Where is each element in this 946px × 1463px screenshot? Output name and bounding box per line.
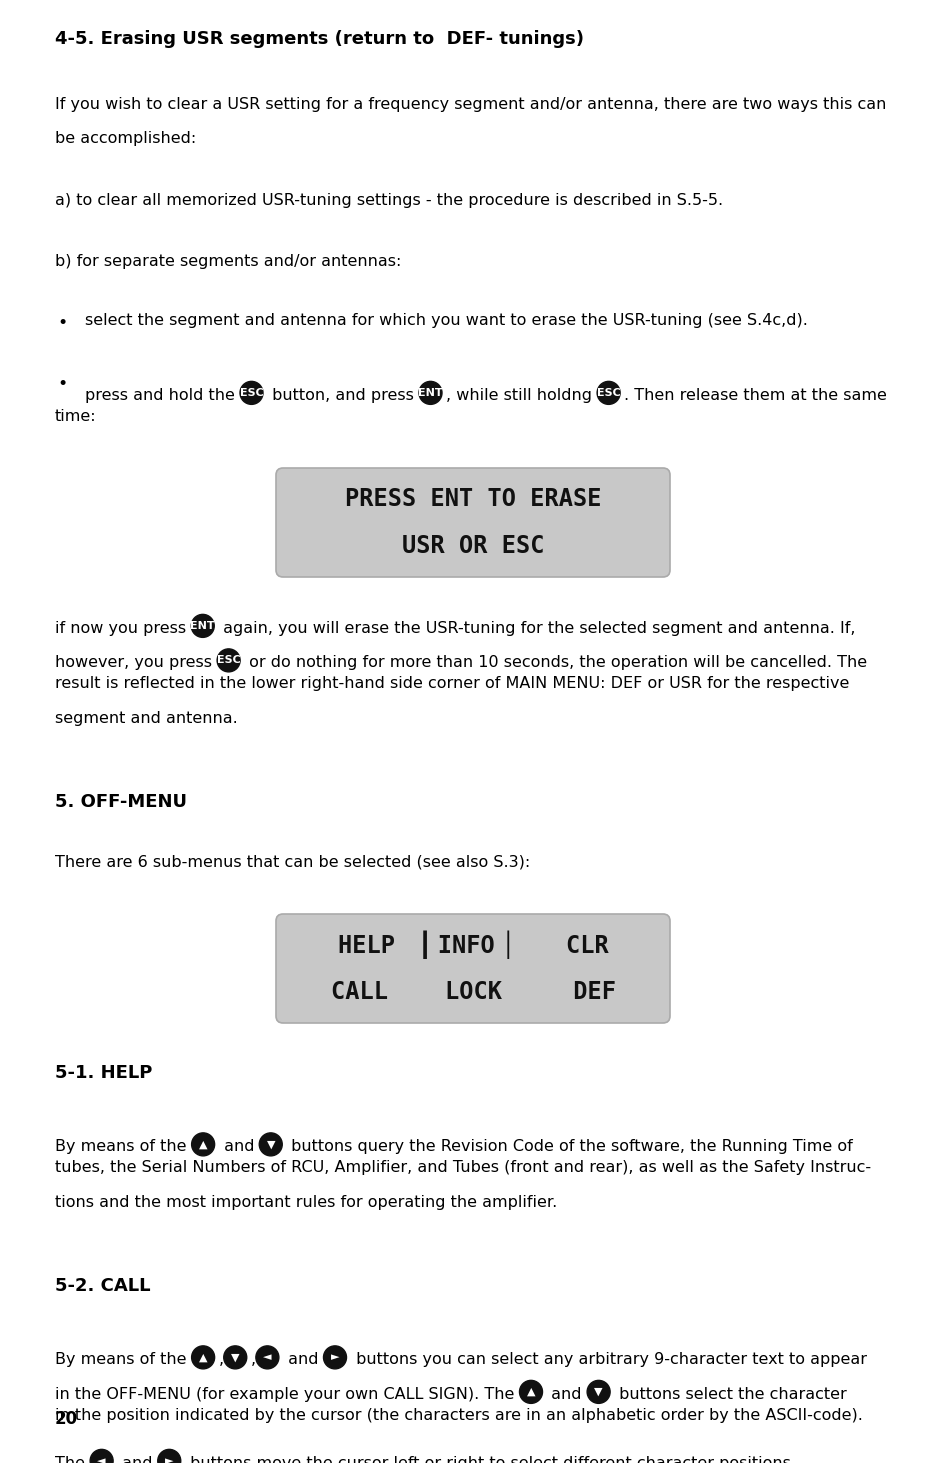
- Text: buttons you can select any arbitrary 9-character text to appear: buttons you can select any arbitrary 9-c…: [351, 1352, 867, 1368]
- Text: result is reflected in the lower right-hand side corner of MAIN MENU: DEF or USR: result is reflected in the lower right-h…: [55, 676, 850, 691]
- Text: buttons move the cursor left or right to select different character positions.: buttons move the cursor left or right to…: [184, 1456, 796, 1463]
- Text: ▼: ▼: [594, 1387, 603, 1397]
- Text: ►: ►: [331, 1352, 340, 1362]
- Text: ▲: ▲: [527, 1387, 535, 1397]
- Circle shape: [224, 1346, 247, 1369]
- Text: ◄: ◄: [97, 1456, 106, 1463]
- Text: CALL    LOCK     DEF: CALL LOCK DEF: [330, 980, 616, 1004]
- Text: ▼: ▼: [267, 1140, 275, 1150]
- Text: tions and the most important rules for operating the amplifier.: tions and the most important rules for o…: [55, 1194, 557, 1210]
- Text: be accomplished:: be accomplished:: [55, 132, 196, 146]
- Text: 4-5. Erasing USR segments (return to  DEF- tunings): 4-5. Erasing USR segments (return to DEF…: [55, 31, 584, 48]
- Text: ▲: ▲: [199, 1352, 207, 1362]
- Circle shape: [192, 1132, 215, 1156]
- Text: . Then release them at the same: . Then release them at the same: [624, 388, 887, 402]
- Text: in the position indicated by the cursor (the characters are in an alphabetic ord: in the position indicated by the cursor …: [55, 1407, 863, 1422]
- Text: ENT: ENT: [190, 620, 215, 631]
- Text: USR OR ESC: USR OR ESC: [402, 534, 544, 559]
- Circle shape: [597, 382, 621, 404]
- Text: in the OFF-MENU (for example your own CALL SIGN). The: in the OFF-MENU (for example your own CA…: [55, 1387, 519, 1402]
- Text: or do nothing for more than 10 seconds, the operation will be cancelled. The: or do nothing for more than 10 seconds, …: [244, 655, 867, 670]
- Circle shape: [158, 1450, 181, 1463]
- Text: ESC: ESC: [597, 388, 621, 398]
- Text: buttons query the Revision Code of the software, the Running Time of: buttons query the Revision Code of the s…: [287, 1140, 853, 1154]
- Text: There are 6 sub-menus that can be selected (see also S.3):: There are 6 sub-menus that can be select…: [55, 854, 531, 869]
- Text: and: and: [547, 1387, 587, 1402]
- Text: a) to clear all memorized USR-tuning settings - the procedure is described in S.: a) to clear all memorized USR-tuning set…: [55, 193, 723, 208]
- Text: ▼: ▼: [231, 1352, 239, 1362]
- Text: button, and press: button, and press: [267, 388, 419, 402]
- Circle shape: [192, 1346, 215, 1369]
- Text: tubes, the Serial Numbers of RCU, Amplifier, and Tubes (front and rear), as well: tubes, the Serial Numbers of RCU, Amplif…: [55, 1160, 871, 1175]
- FancyBboxPatch shape: [276, 468, 670, 576]
- Text: ►: ►: [165, 1456, 173, 1463]
- Text: ,: ,: [219, 1352, 224, 1368]
- Circle shape: [191, 614, 214, 638]
- Text: By means of the: By means of the: [55, 1352, 192, 1368]
- Text: and: and: [219, 1140, 259, 1154]
- Text: and: and: [117, 1456, 158, 1463]
- Text: time:: time:: [55, 408, 96, 423]
- Text: if now you press: if now you press: [55, 620, 191, 636]
- Text: By means of the: By means of the: [55, 1140, 192, 1154]
- Text: select the segment and antenna for which you want to erase the USR-tuning (see S: select the segment and antenna for which…: [85, 313, 808, 328]
- Circle shape: [240, 382, 263, 404]
- Text: 5-2. CALL: 5-2. CALL: [55, 1277, 150, 1295]
- FancyBboxPatch shape: [276, 914, 670, 1023]
- Text: ESC: ESC: [239, 388, 263, 398]
- Text: •: •: [57, 313, 67, 332]
- Text: again, you will erase the USR-tuning for the selected segment and antenna. If,: again, you will erase the USR-tuning for…: [219, 620, 856, 636]
- Text: ▲: ▲: [199, 1140, 207, 1150]
- Circle shape: [259, 1132, 282, 1156]
- Circle shape: [519, 1381, 542, 1403]
- Text: PRESS ENT TO ERASE: PRESS ENT TO ERASE: [344, 487, 602, 511]
- Circle shape: [324, 1346, 346, 1369]
- Text: buttons select the character: buttons select the character: [614, 1387, 847, 1402]
- Text: ESC: ESC: [217, 655, 240, 666]
- Text: The: The: [55, 1456, 90, 1463]
- Text: ◄: ◄: [263, 1352, 272, 1362]
- Text: , while still holdng: , while still holdng: [446, 388, 597, 402]
- Text: •: •: [57, 375, 67, 394]
- Text: HELP  ▎INFO▕    CLR: HELP ▎INFO▕ CLR: [338, 930, 608, 960]
- Text: 20: 20: [55, 1410, 79, 1428]
- Circle shape: [90, 1450, 114, 1463]
- Text: press and hold the: press and hold the: [85, 388, 240, 402]
- Circle shape: [255, 1346, 279, 1369]
- Circle shape: [587, 1381, 610, 1403]
- Text: however, you press: however, you press: [55, 655, 218, 670]
- Text: ENT: ENT: [418, 388, 443, 398]
- Text: and: and: [283, 1352, 324, 1368]
- Text: 5. OFF-MENU: 5. OFF-MENU: [55, 793, 187, 811]
- Text: b) for separate segments and/or antennas:: b) for separate segments and/or antennas…: [55, 255, 401, 269]
- Text: ,: ,: [251, 1352, 255, 1368]
- Circle shape: [419, 382, 442, 404]
- Text: segment and antenna.: segment and antenna.: [55, 711, 237, 726]
- Text: 5-1. HELP: 5-1. HELP: [55, 1064, 152, 1083]
- Circle shape: [218, 650, 240, 672]
- Text: If you wish to clear a USR setting for a frequency segment and/or antenna, there: If you wish to clear a USR setting for a…: [55, 97, 886, 111]
